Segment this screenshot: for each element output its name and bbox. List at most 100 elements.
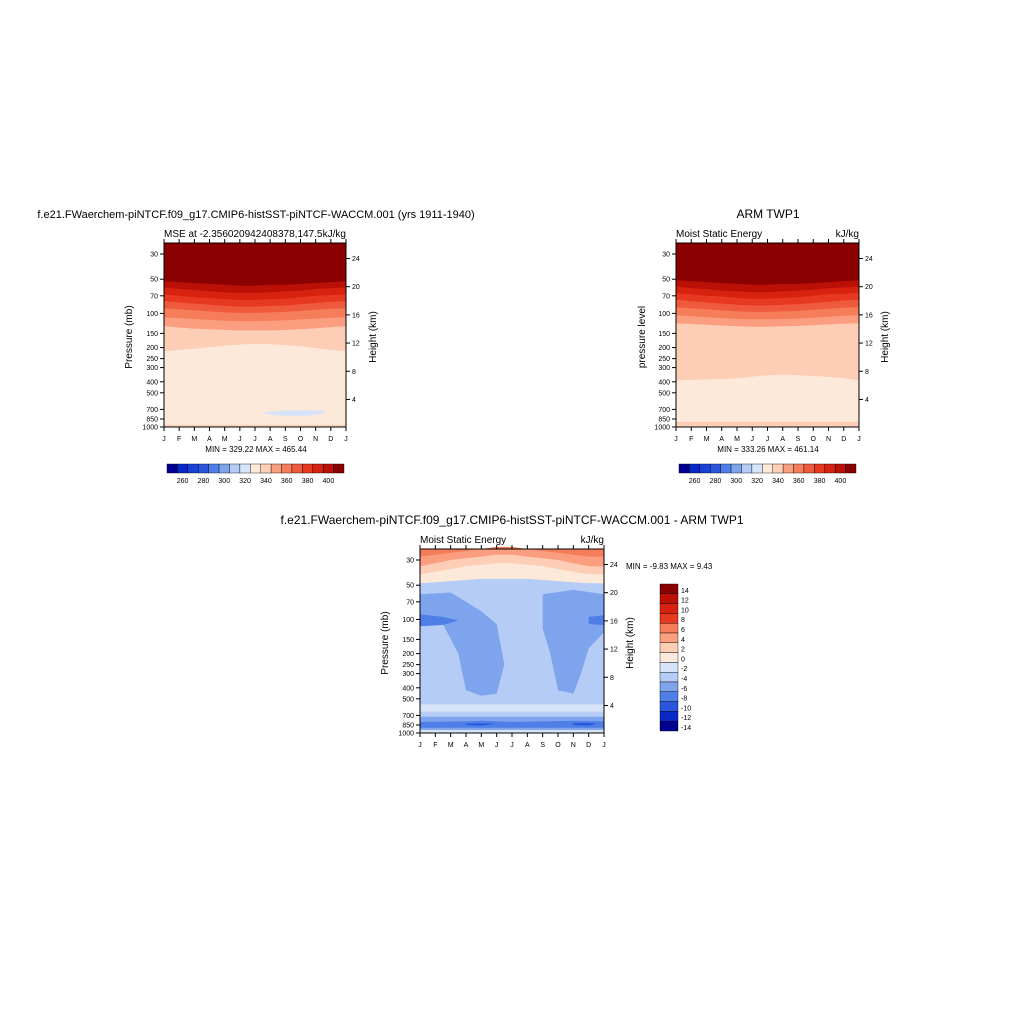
y-axis-right-label: Height (km) [368, 311, 379, 363]
y-tick-label: 500 [402, 696, 414, 703]
minmax-label: MIN = 329.22 MAX = 465.44 [205, 445, 307, 454]
colorbar-swatch [659, 623, 679, 634]
colorbar-swatch [710, 463, 721, 474]
y-tick-label: 400 [402, 685, 414, 692]
x-tick-label: A [525, 742, 530, 749]
colorbar-swatch [659, 701, 679, 712]
colorbar-swatch [270, 463, 282, 474]
x-tick-label: J [344, 436, 348, 443]
contour-band [420, 549, 604, 567]
y-tick-label: 700 [402, 713, 414, 720]
x-tick-label: M [191, 436, 197, 443]
colorbar-swatch [659, 583, 679, 595]
colorbar-label: 0 [681, 656, 685, 663]
colorbar-label: -10 [681, 705, 691, 712]
x-tick-label: F [177, 436, 181, 443]
colorbar-label: 8 [681, 617, 685, 624]
x-tick-label: N [571, 742, 576, 749]
y-tick-label: 700 [658, 407, 670, 414]
y-tick-label: 400 [146, 379, 158, 386]
colorbar-swatch [659, 652, 679, 663]
colorbar-label: 14 [681, 588, 689, 595]
x-tick-label: J [495, 742, 499, 749]
y-tick-label: 250 [402, 662, 414, 669]
y-right-tick-label: 16 [352, 312, 360, 319]
y-right-tick-label: 20 [610, 590, 618, 597]
colorbar-label: 300 [730, 478, 742, 485]
x-tick-label: N [313, 436, 318, 443]
left-string: Moist Static Energy [676, 229, 762, 240]
panel-title: ARM TWP1 [736, 207, 799, 221]
colorbar-label: -14 [681, 725, 691, 732]
left-string: Moist Static Energy [420, 535, 506, 546]
x-tick-label: J [602, 742, 606, 749]
contour-band [164, 424, 346, 427]
y-tick-label: 50 [406, 583, 414, 590]
colorbar-swatch [751, 463, 763, 474]
y-tick-label: 200 [658, 345, 670, 352]
colorbar-swatch [166, 463, 178, 474]
y-tick-label: 150 [146, 331, 158, 338]
x-tick-label: M [704, 436, 710, 443]
colorbar-swatch [834, 463, 846, 474]
colorbar-label: -8 [681, 696, 687, 703]
y-right-tick-label: 24 [865, 256, 873, 263]
colorbar-swatch [659, 711, 679, 722]
colorbar-label: 300 [218, 478, 230, 485]
colorbar: 260 280 300 320 340 360 380 400 [678, 463, 857, 485]
panel-model: f.e21.FWaerchem-piNTCF.f09_g17.CMIP6-his… [37, 209, 474, 485]
x-tick-label: M [478, 742, 484, 749]
colorbar-label: 260 [177, 478, 189, 485]
x-tick-label: J [238, 436, 242, 443]
y-tick-label: 30 [150, 252, 158, 259]
colorbar-swatch [689, 463, 701, 474]
y-tick-label: 70 [662, 293, 670, 300]
y-right-tick-label: 24 [352, 256, 360, 263]
y-tick-label: 100 [146, 311, 158, 318]
y-tick-label: 850 [658, 416, 670, 423]
contour-band [262, 410, 325, 416]
right-string: kJ/kg [323, 229, 346, 240]
y-tick-label: 850 [146, 416, 158, 423]
colorbar-swatch [312, 463, 324, 474]
x-tick-label: J [674, 436, 678, 443]
colorbar: 260 280 300 320 340 360 380 400 [166, 463, 345, 485]
colorbar-swatch [659, 613, 679, 624]
x-tick-label: A [780, 436, 785, 443]
contour-band [420, 729, 604, 733]
x-tick-label: F [433, 742, 437, 749]
colorbar-swatch [218, 463, 230, 474]
x-tick-label: O [555, 742, 561, 749]
x-tick-label: J [253, 436, 257, 443]
colorbar-label: -2 [681, 666, 687, 673]
colorbar-label: 10 [681, 607, 689, 614]
colorbar-label: 320 [751, 478, 763, 485]
colorbar-swatch [845, 463, 857, 474]
colorbar-swatch [772, 463, 784, 474]
y-tick-label: 30 [406, 558, 414, 565]
colorbar-label: 280 [710, 478, 722, 485]
colorbar-swatch [659, 721, 679, 732]
right-string: kJ/kg [836, 229, 859, 240]
colorbar-swatch [659, 681, 679, 693]
colorbar-swatch [699, 463, 711, 474]
minmax-label: MIN = -9.83 MAX = 9.43 [626, 562, 713, 571]
panel-title: f.e21.FWaerchem-piNTCF.f09_g17.CMIP6-his… [281, 513, 744, 527]
colorbar-swatch [659, 672, 679, 683]
y-right-tick-label: 12 [865, 341, 873, 348]
y-tick-label: 250 [658, 356, 670, 363]
x-tick-label: A [268, 436, 273, 443]
contour-plot: J F M A M J J A S O N D J 30 50 70 100 150 200 250 300 400 500… [398, 545, 618, 749]
contour-band [588, 615, 604, 625]
colorbar-label: 400 [835, 478, 847, 485]
colorbar-swatch [229, 463, 241, 474]
y-right-tick-label: 20 [352, 284, 360, 291]
colorbar-vertical: 14 12 10 8 6 4 2 0 -2 -4 -6 -8 -10 -12 -14 [659, 583, 691, 732]
x-tick-label: J [510, 742, 514, 749]
x-tick-label: A [464, 742, 469, 749]
colorbar-label: 400 [323, 478, 335, 485]
colorbar-label: 12 [681, 598, 689, 605]
y-right-tick-label: 16 [610, 618, 618, 625]
colorbar-label: 380 [302, 478, 314, 485]
